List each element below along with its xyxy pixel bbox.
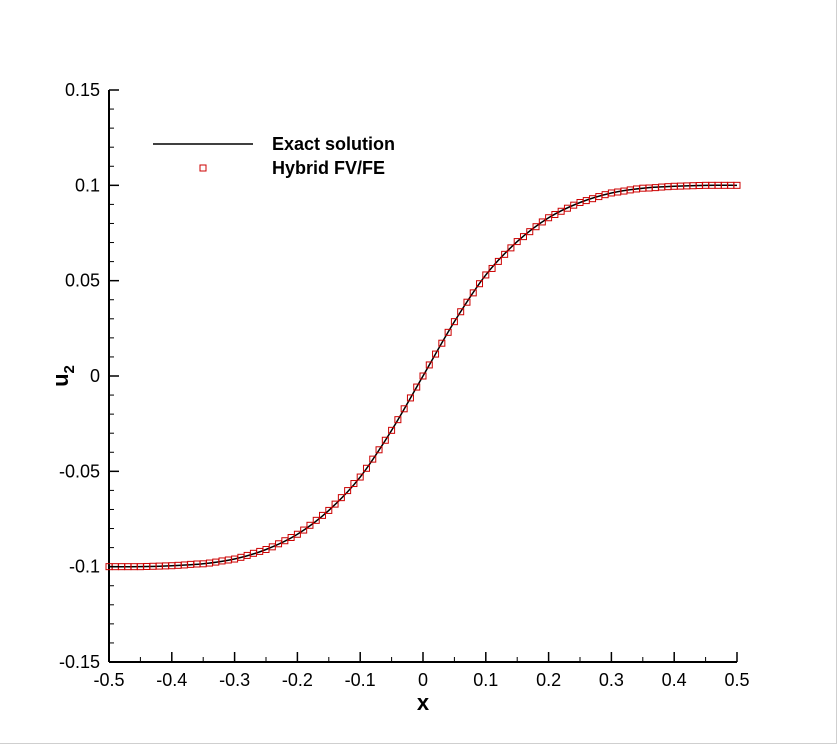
data-point-hybrid-fv-fe: [388, 426, 396, 434]
data-point-hybrid-fv-fe: [356, 473, 364, 481]
data-point-hybrid-fv-fe: [381, 436, 389, 444]
data-point-hybrid-fv-fe: [538, 218, 546, 226]
data-point-hybrid-fv-fe: [362, 464, 370, 472]
data-point-hybrid-fv-fe: [306, 521, 314, 529]
data-point-hybrid-fv-fe: [526, 228, 534, 236]
x-tick-label: 0.5: [724, 670, 749, 690]
y-tick-label: 0.05: [65, 271, 100, 291]
data-point-hybrid-fv-fe: [369, 455, 377, 463]
data-point-hybrid-fv-fe: [432, 350, 440, 358]
data-point-hybrid-fv-fe: [419, 372, 427, 380]
data-point-hybrid-fv-fe: [425, 361, 433, 369]
x-tick-label: -0.5: [93, 670, 124, 690]
series-layer: [105, 181, 741, 571]
data-point-hybrid-fv-fe: [413, 383, 421, 391]
data-point-hybrid-fv-fe: [312, 516, 320, 524]
data-point-hybrid-fv-fe: [532, 223, 540, 231]
x-tick-label: 0.1: [473, 670, 498, 690]
x-tick-label: -0.4: [156, 670, 187, 690]
data-point-hybrid-fv-fe: [325, 506, 333, 514]
y-tick-label: 0: [90, 366, 100, 386]
data-point-hybrid-fv-fe: [457, 308, 465, 316]
y-tick-label: -0.1: [69, 557, 100, 577]
data-point-hybrid-fv-fe: [337, 494, 345, 502]
data-point-hybrid-fv-fe: [350, 480, 358, 488]
data-point-hybrid-fv-fe: [482, 271, 490, 279]
data-point-hybrid-fv-fe: [300, 526, 308, 534]
data-point-hybrid-fv-fe: [375, 446, 383, 454]
data-point-hybrid-fv-fe: [394, 416, 402, 424]
y-tick-label: -0.15: [59, 652, 100, 672]
x-tick-label: 0.3: [599, 670, 624, 690]
data-point-hybrid-fv-fe: [450, 318, 458, 326]
data-point-hybrid-fv-fe: [463, 298, 471, 306]
legend: Exact solution Hybrid FV/FE: [153, 134, 395, 178]
x-tick-label: -0.2: [282, 670, 313, 690]
data-point-hybrid-fv-fe: [331, 500, 339, 508]
data-point-hybrid-fv-fe: [519, 233, 527, 241]
data-point-hybrid-fv-fe: [733, 181, 741, 189]
data-point-hybrid-fv-fe: [444, 328, 452, 336]
data-point-hybrid-fv-fe: [513, 238, 521, 246]
data-point-hybrid-fv-fe: [501, 250, 509, 258]
x-tick-label: 0.2: [536, 670, 561, 690]
legend-label-exact-solution: Exact solution: [272, 134, 395, 154]
y-tick-label: 0.1: [75, 175, 100, 195]
data-point-hybrid-fv-fe: [406, 394, 414, 402]
legend-marker-hybrid-fv-fe: [199, 164, 207, 172]
data-point-hybrid-fv-fe: [344, 487, 352, 495]
series-line-exact-solution: [108, 184, 738, 568]
ticks-layer: -0.5 -0.4 -0.3 -0.2 -0.1 0 0.1 0.2 0.3 0.4 0.5 -0.1…: [59, 80, 750, 690]
svg-text:u2: u2: [48, 365, 78, 387]
data-point-hybrid-fv-fe: [400, 405, 408, 413]
x-axis-title: x: [417, 690, 430, 715]
y-axis-title-main: u: [48, 373, 73, 386]
x-tick-label: 0: [418, 670, 428, 690]
y-axis-title-subscript: 2: [61, 365, 78, 373]
y-tick-label: 0.15: [65, 80, 100, 100]
y-tick-label: -0.05: [59, 461, 100, 481]
x-tick-label: -0.1: [345, 670, 376, 690]
x-tick-label: -0.3: [219, 670, 250, 690]
data-point-hybrid-fv-fe: [319, 511, 327, 519]
legend-label-hybrid-fv-fe: Hybrid FV/FE: [272, 158, 385, 178]
data-point-hybrid-fv-fe: [438, 339, 446, 347]
x-tick-label: 0.4: [662, 670, 687, 690]
y-axis-title: u2: [48, 365, 78, 387]
data-point-hybrid-fv-fe: [293, 530, 301, 538]
data-point-hybrid-fv-fe: [507, 244, 515, 252]
data-point-hybrid-fv-fe: [476, 280, 484, 288]
data-point-hybrid-fv-fe: [488, 264, 496, 272]
data-point-hybrid-fv-fe: [494, 257, 502, 265]
data-point-hybrid-fv-fe: [469, 289, 477, 297]
